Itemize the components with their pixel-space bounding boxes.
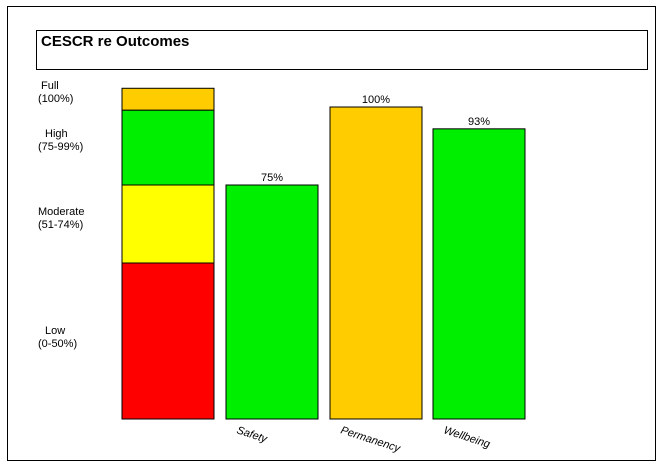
category-label-permanency: Permanency [339, 424, 403, 455]
category-label-wellbeing: Wellbeing [442, 424, 492, 451]
category-label-safety: Safety [235, 424, 270, 446]
bar-safety [225, 184, 319, 420]
band-label-high: High (75-99%) [38, 128, 83, 154]
band-name-low: Low [45, 325, 66, 337]
band-label-moderate: Moderate (51-74%) [38, 206, 84, 232]
band-name-moderate: Moderate [38, 206, 85, 218]
bar-permanency [329, 106, 423, 420]
band-segment-moderate [121, 184, 215, 264]
band-segment-high [121, 109, 215, 186]
band-range-low: (0-50%) [38, 338, 78, 350]
bar-wellbeing [432, 128, 526, 420]
band-range-high: (75-99%) [38, 141, 84, 153]
band-name-high: High [45, 128, 68, 140]
band-name-full: Full [41, 80, 59, 92]
chart-title-box: CESCR re Outcomes [36, 30, 648, 70]
band-range-full: (100%) [38, 93, 74, 105]
band-segment-low [121, 262, 215, 420]
band-label-full: Full (100%) [38, 80, 73, 106]
band-segment-full [121, 87, 215, 111]
band-range-moderate: (51-74%) [38, 219, 84, 231]
band-label-low: Low (0-50%) [38, 325, 77, 351]
data-label-safety: 75% [261, 172, 283, 184]
chart-title: CESCR re Outcomes [41, 33, 190, 50]
data-label-permanency: 100% [362, 94, 390, 106]
data-label-wellbeing: 93% [468, 116, 490, 128]
